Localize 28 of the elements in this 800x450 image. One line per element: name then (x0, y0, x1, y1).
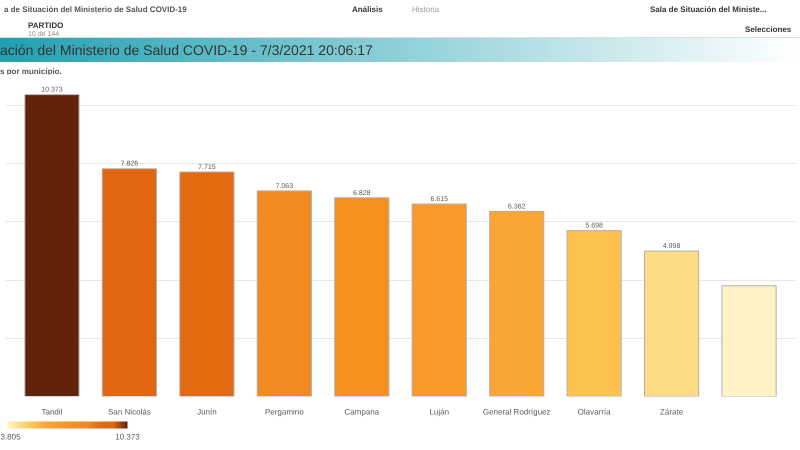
x-tick-label: Tandil (42, 408, 63, 416)
text: PARTIDO (28, 20, 64, 30)
bar (412, 203, 467, 396)
x-tick-label: Luján (429, 408, 450, 416)
text: Análisis (352, 4, 383, 16)
color-bar-label: 10.373 (115, 432, 140, 442)
bar (102, 168, 158, 396)
text: a de Situación del Ministerio de Salud COVID-19 (4, 4, 187, 16)
x-tick-label: Junín (197, 408, 217, 416)
bar (179, 171, 234, 396)
bar (24, 94, 80, 396)
text: Selecciones (745, 24, 792, 36)
color-bar-label: 3.805 (0, 432, 22, 442)
x-tick-label: Zárate (660, 408, 684, 416)
bar (721, 285, 777, 396)
chart-title: ación del Ministerio de Salud COVID-19 - 7/3/2021 20:06:17 (0, 38, 800, 62)
x-tick-label: General Rodríguez (482, 408, 550, 416)
text: Sala de Situación del Ministe... (650, 4, 766, 16)
bar (256, 190, 312, 396)
bar (644, 250, 700, 396)
x-tick-label: Campana (344, 408, 380, 416)
bar (334, 197, 390, 396)
bar (566, 230, 622, 396)
x-tick-label: Olavarría (578, 408, 612, 416)
text: Historia (412, 4, 440, 16)
x-tick-label: San Nicolás (108, 408, 151, 416)
x-tick-label: Pergamino (264, 408, 304, 416)
bar (489, 210, 544, 396)
